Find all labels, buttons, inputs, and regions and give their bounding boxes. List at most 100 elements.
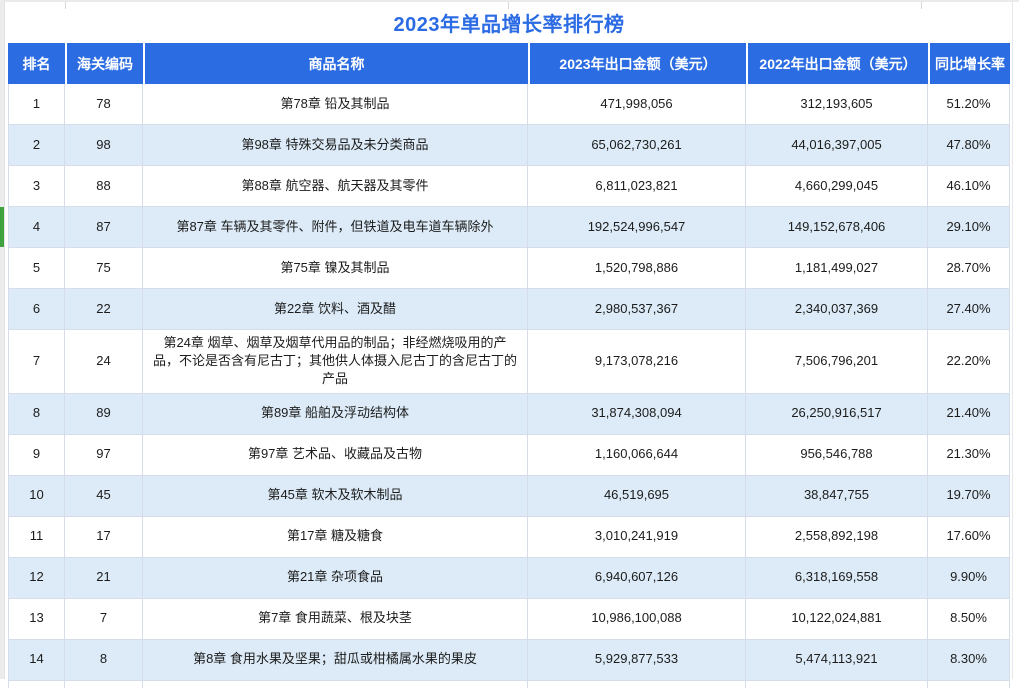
cell-export-2022[interactable]: 5,474,113,921 xyxy=(746,639,928,680)
cell-rank[interactable]: 7 xyxy=(8,330,65,393)
gridline-stub xyxy=(508,2,509,9)
cell-rank[interactable]: 10 xyxy=(8,475,65,516)
cell-name[interactable]: 第8章 食用水果及坚果；甜瓜或柑橘属水果的果皮 xyxy=(143,639,528,680)
cell-rank[interactable]: 8 xyxy=(8,393,65,434)
cell-export-2022[interactable]: 7,506,796,201 xyxy=(746,330,928,393)
header-cell-hs-code[interactable]: 海关编码 xyxy=(65,43,143,84)
cell-export-2022[interactable]: 6,318,169,558 xyxy=(746,557,928,598)
header-cell-name[interactable]: 商品名称 xyxy=(143,43,528,84)
cell-yoy-growth[interactable]: 29.10% xyxy=(928,207,1010,247)
cell-hs-code[interactable]: 21 xyxy=(65,557,143,598)
sheet-left-gutter xyxy=(0,0,5,679)
cell-hs-code[interactable]: 22 xyxy=(65,289,143,329)
cell-export-2022[interactable]: 4,660,299,045 xyxy=(746,166,928,206)
cell-hs-code[interactable]: 97 xyxy=(65,434,143,475)
cell-export-2023[interactable]: 10,986,100,088 xyxy=(528,598,746,639)
cell-export-2022[interactable]: 38,847,755 xyxy=(746,475,928,516)
cell-yoy-growth[interactable]: 9.90% xyxy=(928,557,1010,598)
table-row: 11 17 第17章 糖及糖食 3,010,241,919 2,558,892,… xyxy=(8,516,1010,558)
cell-hs-code[interactable]: 7 xyxy=(65,598,143,639)
cell-name[interactable]: 第78章 铅及其制品 xyxy=(143,84,528,124)
cell-rank[interactable]: 11 xyxy=(8,516,65,557)
cell-yoy-growth[interactable]: 22.20% xyxy=(928,330,1010,393)
cell-yoy-growth[interactable]: 51.20% xyxy=(928,84,1010,124)
cell-export-2022[interactable]: 149,152,678,406 xyxy=(746,207,928,247)
cell-name[interactable]: 第98章 特殊交易品及未分类商品 xyxy=(143,125,528,165)
cell-yoy-growth[interactable]: 8.30% xyxy=(928,639,1010,680)
cell-rank[interactable]: 14 xyxy=(8,639,65,680)
table-row: 14 8 第8章 食用水果及坚果；甜瓜或柑橘属水果的果皮 5,929,877,5… xyxy=(8,639,1010,681)
cell-yoy-growth[interactable]: 17.60% xyxy=(928,516,1010,557)
cell-export-2023[interactable]: 6,940,607,126 xyxy=(528,557,746,598)
cell-export-2022[interactable]: 1,181,499,027 xyxy=(746,248,928,288)
cell-hs-code[interactable]: 98 xyxy=(65,125,143,165)
cell-export-2023[interactable]: 9,173,078,216 xyxy=(528,330,746,393)
cell-export-2022[interactable]: 26,250,916,517 xyxy=(746,393,928,434)
cell-export-2023[interactable]: 31,874,308,094 xyxy=(528,393,746,434)
cell-name[interactable]: 第17章 糖及糖食 xyxy=(143,516,528,557)
cell-rank[interactable]: 13 xyxy=(8,598,65,639)
cell-yoy-growth[interactable]: 8.50% xyxy=(928,598,1010,639)
cell-rank[interactable]: 4 xyxy=(8,207,65,247)
cell-name[interactable]: 第24章 烟草、烟草及烟草代用品的制品；非经燃烧吸用的产品，不论是否含有尼古丁；… xyxy=(143,330,528,393)
title-band: 2023年单品增长率排行榜 xyxy=(8,2,1010,43)
cell-hs-code[interactable]: 75 xyxy=(65,248,143,288)
cell-rank[interactable]: 3 xyxy=(8,166,65,206)
cell-hs-code[interactable]: 24 xyxy=(65,330,143,393)
cell-export-2023[interactable]: 46,519,695 xyxy=(528,475,746,516)
cell-export-2023[interactable]: 192,524,996,547 xyxy=(528,207,746,247)
cell-hs-code[interactable]: 8 xyxy=(65,639,143,680)
header-cell-export-2022[interactable]: 2022年出口金额（美元） xyxy=(746,43,928,84)
cell-export-2023[interactable]: 2,980,537,367 xyxy=(528,289,746,329)
cell-yoy-growth[interactable]: 46.10% xyxy=(928,166,1010,206)
cell-rank[interactable]: 5 xyxy=(8,248,65,288)
right-gridline xyxy=(1012,0,1013,679)
cell-export-2022[interactable]: 2,340,037,369 xyxy=(746,289,928,329)
cell-export-2023[interactable]: 3,010,241,919 xyxy=(528,516,746,557)
cell-rank[interactable]: 6 xyxy=(8,289,65,329)
cell-hs-code[interactable]: 78 xyxy=(65,84,143,124)
cell-name[interactable]: 第21章 杂项食品 xyxy=(143,557,528,598)
cell-rank[interactable]: 9 xyxy=(8,434,65,475)
cell-rank[interactable]: 1 xyxy=(8,84,65,124)
cell-name[interactable]: 第75章 镍及其制品 xyxy=(143,248,528,288)
header-cell-yoy-growth[interactable]: 同比增长率 xyxy=(928,43,1010,84)
cell-name[interactable]: 第88章 航空器、航天器及其零件 xyxy=(143,166,528,206)
cell-hs-code[interactable]: 88 xyxy=(65,166,143,206)
cell-hs-code[interactable]: 17 xyxy=(65,516,143,557)
cell-export-2023[interactable]: 6,811,023,821 xyxy=(528,166,746,206)
selected-row-marker xyxy=(0,207,4,247)
cell-yoy-growth[interactable]: 28.70% xyxy=(928,248,1010,288)
header-cell-export-2023[interactable]: 2023年出口金额（美元） xyxy=(528,43,746,84)
cell-export-2023[interactable]: 1,160,066,644 xyxy=(528,434,746,475)
top-gridline xyxy=(0,0,1019,2)
cell-export-2022[interactable]: 10,122,024,881 xyxy=(746,598,928,639)
cell-export-2022[interactable]: 2,558,892,198 xyxy=(746,516,928,557)
cell-yoy-growth[interactable]: 27.40% xyxy=(928,289,1010,329)
table-row: 5 75 第75章 镍及其制品 1,520,798,886 1,181,499,… xyxy=(8,248,1010,289)
cell-export-2023[interactable]: 471,998,056 xyxy=(528,84,746,124)
cell-export-2023[interactable]: 1,520,798,886 xyxy=(528,248,746,288)
cell-yoy-growth[interactable]: 19.70% xyxy=(928,475,1010,516)
header-cell-rank[interactable]: 排名 xyxy=(22,55,51,72)
cell-export-2023[interactable]: 65,062,730,261 xyxy=(528,125,746,165)
cell-export-2022[interactable]: 312,193,605 xyxy=(746,84,928,124)
cell-name[interactable]: 第97章 艺术品、收藏品及古物 xyxy=(143,434,528,475)
cell-hs-code[interactable]: 89 xyxy=(65,393,143,434)
cell-yoy-growth[interactable]: 21.40% xyxy=(928,393,1010,434)
cell-name[interactable]: 第87章 车辆及其零件、附件，但铁道及电车道车辆除外 xyxy=(143,207,528,247)
cell-name[interactable]: 第45章 软木及软木制品 xyxy=(143,475,528,516)
cell-export-2023[interactable]: 5,929,877,533 xyxy=(528,639,746,680)
cell-yoy-growth[interactable]: 47.80% xyxy=(928,125,1010,165)
cell-export-2022[interactable]: 956,546,788 xyxy=(746,434,928,475)
cell-rank[interactable]: 12 xyxy=(8,557,65,598)
cell-name[interactable]: 第22章 饮料、酒及醋 xyxy=(143,289,528,329)
cell-name[interactable]: 第89章 船舶及浮动结构体 xyxy=(143,393,528,434)
cell-hs-code[interactable]: 87 xyxy=(65,207,143,247)
cell-rank[interactable]: 2 xyxy=(8,125,65,165)
cell-export-2022[interactable]: 44,016,397,005 xyxy=(746,125,928,165)
cell-name[interactable]: 第7章 食用蔬菜、根及块茎 xyxy=(143,598,528,639)
table-body: 1 78 第78章 铅及其制品 471,998,056 312,193,605 … xyxy=(0,84,1010,681)
cell-yoy-growth[interactable]: 21.30% xyxy=(928,434,1010,475)
cell-hs-code[interactable]: 45 xyxy=(65,475,143,516)
